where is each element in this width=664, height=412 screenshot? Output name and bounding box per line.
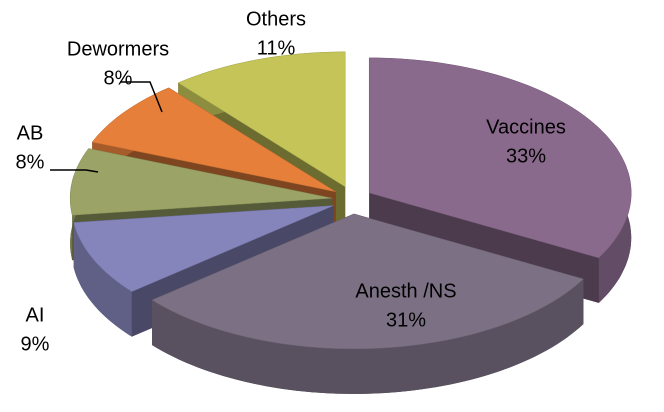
slice — [368, 57, 632, 259]
slice-value-label: 8% — [104, 67, 133, 89]
slice-label: Vaccines — [486, 116, 566, 138]
slice — [91, 87, 336, 193]
leader-line — [50, 169, 99, 173]
slice-value-label: 11% — [257, 37, 296, 59]
slice-label: AB — [17, 122, 44, 144]
slice-value-label: 9% — [21, 333, 50, 355]
slice-side — [152, 279, 584, 394]
slice — [69, 148, 333, 216]
slice-value-label: 33% — [506, 145, 546, 167]
slice-label: Others — [246, 8, 306, 30]
slice — [73, 205, 334, 292]
slice-side — [73, 222, 132, 337]
slice — [177, 51, 346, 188]
slice-value-label: 8% — [16, 151, 45, 173]
slice — [151, 213, 585, 350]
slice-label: Dewormers — [67, 38, 169, 60]
slice-label: AI — [26, 304, 45, 326]
slice-label: Anesth /NS — [355, 280, 456, 302]
leader-line — [120, 81, 163, 113]
slice-value-label: 31% — [386, 309, 426, 331]
